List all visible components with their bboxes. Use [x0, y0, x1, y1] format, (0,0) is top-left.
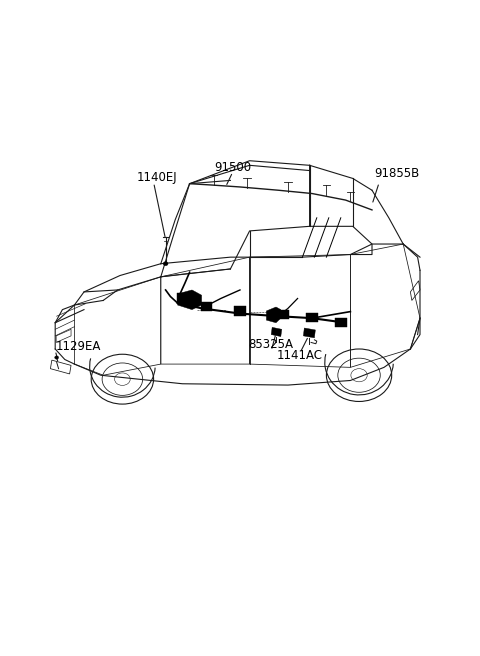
- Text: 1129EA: 1129EA: [55, 340, 101, 353]
- Polygon shape: [234, 306, 246, 316]
- Polygon shape: [178, 290, 202, 310]
- Text: 91500: 91500: [214, 161, 252, 174]
- Polygon shape: [303, 328, 315, 338]
- Polygon shape: [335, 318, 347, 327]
- Text: 91855B: 91855B: [374, 167, 420, 180]
- Ellipse shape: [55, 356, 59, 359]
- Polygon shape: [277, 310, 289, 319]
- Text: 1141AC: 1141AC: [277, 349, 323, 362]
- Polygon shape: [266, 307, 281, 323]
- Text: 85325A: 85325A: [249, 338, 294, 351]
- Text: 1140EJ: 1140EJ: [137, 171, 178, 184]
- Polygon shape: [177, 293, 188, 302]
- Polygon shape: [201, 302, 212, 311]
- Polygon shape: [271, 327, 282, 337]
- Ellipse shape: [163, 262, 168, 266]
- Polygon shape: [306, 313, 318, 322]
